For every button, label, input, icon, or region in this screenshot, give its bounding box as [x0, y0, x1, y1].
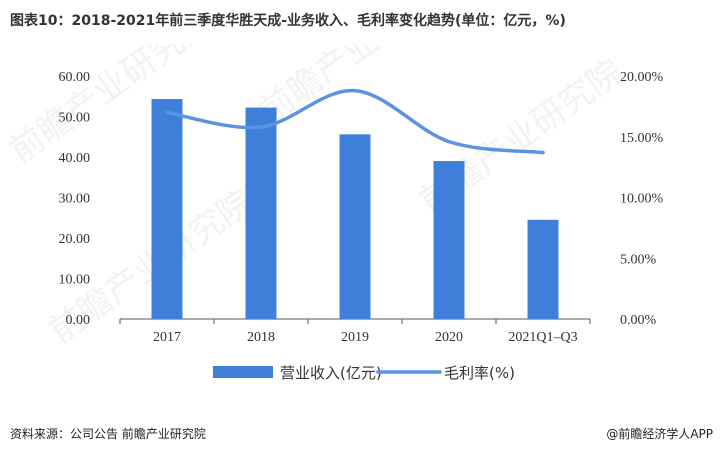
x-tick-label: 2017 — [153, 330, 181, 345]
y-right-tick-label: 20.00% — [620, 70, 664, 85]
bars-layer — [151, 99, 559, 320]
y-left-tick-label: 20.00 — [59, 232, 91, 247]
y-left-tick-label: 50.00 — [59, 111, 91, 126]
legend-line-label: 毛利率(%) — [444, 364, 515, 382]
bar — [339, 134, 371, 319]
legend-bar-label: 营业收入(亿元) — [280, 364, 382, 382]
chart-title: 图表10：2018-2021年前三季度华胜天成-业务收入、毛利率变化趋势(单位：… — [10, 13, 566, 29]
y-left-tick-label: 10.00 — [59, 273, 91, 288]
y-right-tick-label: 5.00% — [620, 252, 657, 267]
y-right-tick-label: 0.00% — [620, 313, 657, 328]
y-right-tick-label: 15.00% — [620, 131, 664, 146]
y-left-tick-label: 60.00 — [59, 70, 91, 85]
legend: 营业收入(亿元) 毛利率(%) — [213, 364, 515, 382]
y-left-tick-label: 40.00 — [59, 151, 91, 166]
source-note: 资料来源：公司公告 前瞻产业研究院 — [10, 427, 206, 441]
y-left-tick-label: 30.00 — [59, 192, 91, 207]
x-tick-label: 2021Q1–Q3 — [508, 330, 577, 345]
x-tick-label: 2020 — [435, 330, 463, 345]
footer: 资料来源：公司公告 前瞻产业研究院 @前瞻经济学人APP — [10, 425, 713, 443]
bar — [433, 161, 465, 319]
line-layer — [165, 88, 545, 155]
bar — [245, 107, 277, 319]
y-right-tick-label: 10.00% — [620, 192, 664, 207]
x-tick-label: 2019 — [341, 330, 369, 345]
x-tick-label: 2018 — [247, 330, 275, 345]
watermark-text: 前瞻产业研究院 — [2, 44, 220, 171]
legend-bar-swatch — [213, 366, 273, 378]
y-left-tick-label: 0.00 — [66, 313, 91, 328]
brand-credit: @前瞻经济学人APP — [606, 427, 713, 441]
bar — [151, 99, 183, 320]
bar — [527, 219, 559, 319]
chart-area: 前瞻产业研究院 前瞻产业研究院 前瞻产业研究院 前瞻产业研究院 2017 2018 201… — [0, 0, 723, 414]
